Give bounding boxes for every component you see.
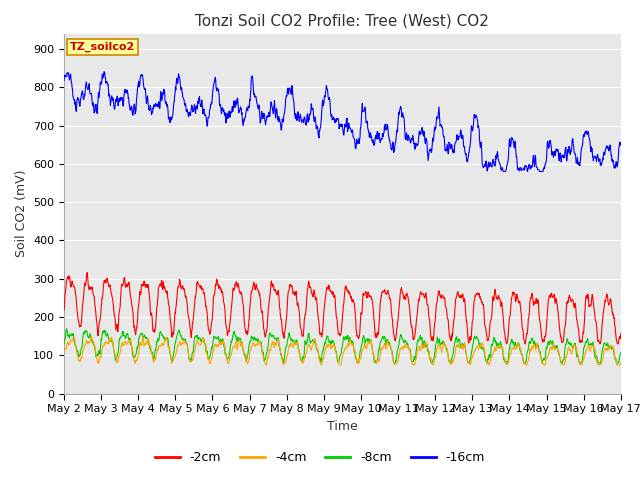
Title: Tonzi Soil CO2 Profile: Tree (West) CO2: Tonzi Soil CO2 Profile: Tree (West) CO2 xyxy=(195,13,490,28)
Y-axis label: Soil CO2 (mV): Soil CO2 (mV) xyxy=(15,170,28,257)
Legend: -2cm, -4cm, -8cm, -16cm: -2cm, -4cm, -8cm, -16cm xyxy=(150,446,490,469)
X-axis label: Time: Time xyxy=(327,420,358,432)
Text: TZ_soilco2: TZ_soilco2 xyxy=(70,42,135,52)
